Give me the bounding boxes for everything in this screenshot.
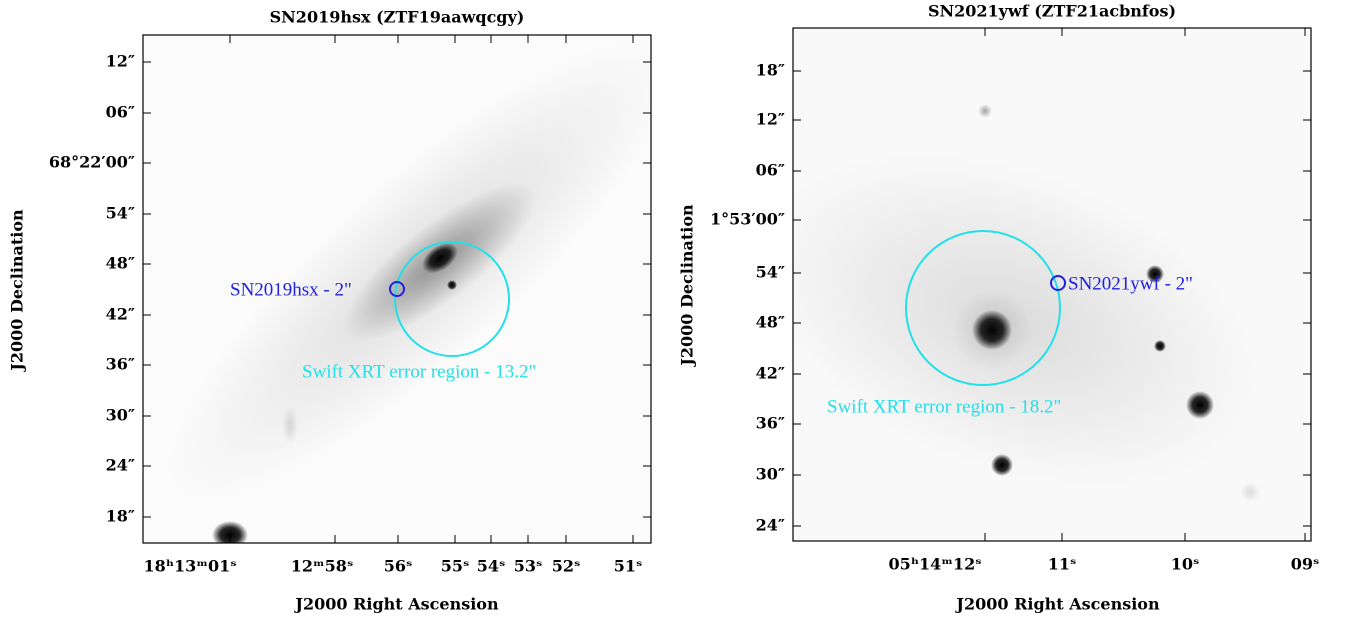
- panel-title: SN2021ywf (ZTF21acbnfos): [928, 2, 1176, 21]
- x-tick-label: 09ˢ: [1291, 555, 1320, 574]
- y-tick-label: 18″: [106, 507, 135, 526]
- y-axis-label: J2000 Declination: [8, 209, 27, 373]
- y-tick-label: 48″: [756, 313, 785, 332]
- x-tick-label: 18ʰ13ᵐ01ˢ: [143, 557, 236, 576]
- y-tick-label: 54″: [106, 204, 135, 223]
- xrt-circle: [905, 230, 1061, 386]
- x-tick-label: 54ˢ: [477, 557, 506, 576]
- sn-label: SN2021ywf - 2": [1068, 273, 1193, 294]
- y-tick-label: 42″: [756, 364, 785, 383]
- sn-circle: [1050, 275, 1066, 291]
- panel-title: SN2019hsx (ZTF19aawqcgy): [270, 8, 525, 27]
- xrt-label: Swift XRT error region - 18.2": [827, 396, 1061, 417]
- frame-right: [792, 27, 1312, 542]
- xrt-label: Swift XRT error region - 13.2": [302, 361, 536, 382]
- frame-left: [142, 34, 652, 544]
- sn-circle: [389, 281, 405, 297]
- x-axis-label: J2000 Right Ascension: [954, 595, 1160, 614]
- y-tick-label: 12″: [106, 52, 135, 71]
- x-tick-label: 10ˢ: [1171, 555, 1200, 574]
- x-tick-label: 51ˢ: [614, 557, 643, 576]
- x-tick-label: 53ˢ: [514, 557, 543, 576]
- y-tick-label: 42″: [106, 305, 135, 324]
- y-tick-label: 18″: [756, 61, 785, 80]
- x-tick-label: 05ʰ14ᵐ12ˢ: [888, 555, 981, 574]
- x-tick-label: 11ˢ: [1048, 555, 1077, 574]
- x-tick-label: 52ˢ: [552, 557, 581, 576]
- y-tick-label: 30″: [106, 406, 135, 425]
- x-axis-label: J2000 Right Ascension: [293, 595, 499, 614]
- y-tick-label: 12″: [756, 110, 785, 129]
- y-tick-label: 68°22′00″: [49, 153, 135, 172]
- image-right: [793, 28, 1311, 541]
- xrt-circle: [394, 241, 510, 357]
- y-tick-label: 06″: [106, 103, 135, 122]
- y-tick-label: 30″: [756, 465, 785, 484]
- y-tick-label: 36″: [756, 414, 785, 433]
- y-tick-label: 24″: [106, 456, 135, 475]
- image-left: [143, 35, 651, 543]
- x-tick-label: 12ᵐ58ˢ: [291, 557, 354, 576]
- y-tick-label: 1°53′00″: [710, 210, 785, 229]
- y-tick-label: 48″: [106, 254, 135, 273]
- y-tick-label: 06″: [756, 161, 785, 180]
- sn-label: SN2019hsx - 2": [230, 279, 352, 300]
- y-tick-label: 54″: [756, 263, 785, 282]
- y-tick-label: 24″: [756, 516, 785, 535]
- y-axis-label: J2000 Declination: [678, 204, 697, 368]
- x-tick-label: 56ˢ: [384, 557, 413, 576]
- x-tick-label: 55ˢ: [441, 557, 470, 576]
- y-tick-label: 36″: [106, 355, 135, 374]
